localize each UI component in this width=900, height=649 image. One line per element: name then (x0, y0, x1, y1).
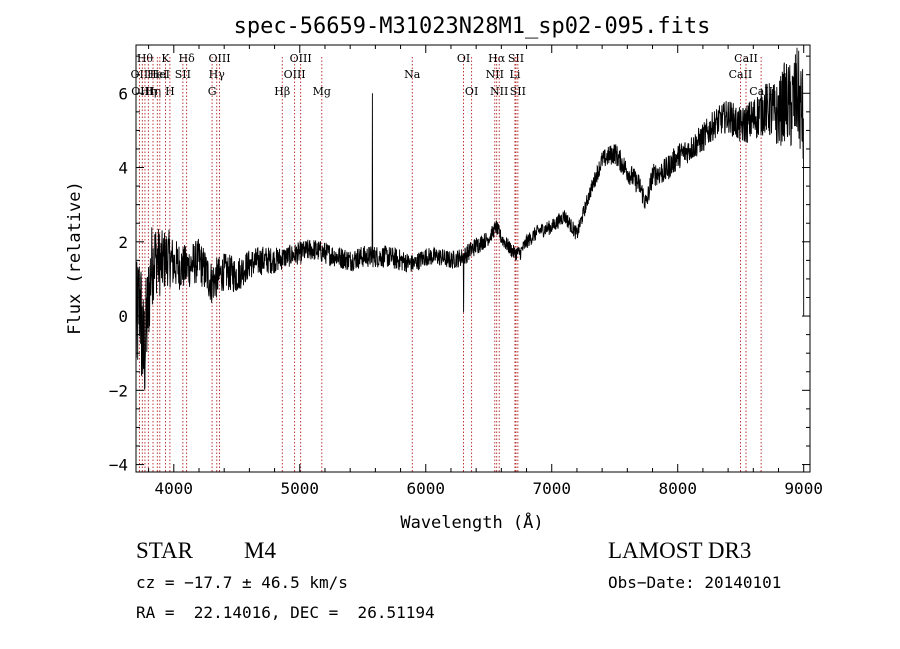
x-axis-label: Wavelength (Å) (400, 511, 543, 533)
object-class: STAR (136, 538, 193, 563)
line-marker-label: Na (404, 68, 421, 81)
line-marker-label: Hη (140, 85, 156, 98)
line-marker-label: Hγ (209, 68, 226, 81)
line-marker-label: SII (510, 85, 526, 98)
line-marker-label: OI (457, 52, 470, 65)
line-marker-label: Hη (145, 85, 161, 98)
plot-frame (135, 44, 811, 473)
x-tick-label: 4000 (155, 479, 194, 498)
line-marker-label: OIII (208, 52, 230, 65)
spectrum-chart: spec-56659-M31023N28M1_sp02-095.fits OII… (65, 14, 823, 533)
y-tick-label: 4 (118, 159, 128, 178)
obs-date: Obs−Date: 20140101 (608, 573, 782, 592)
y-tick-label: −2 (109, 381, 128, 400)
x-tick-label: 5000 (281, 479, 320, 498)
line-marker-label: HeI (147, 68, 167, 81)
line-marker-label: CaII (729, 68, 753, 81)
line-marker-label: NII (486, 68, 504, 81)
line-marker-label: SII (508, 52, 524, 65)
line-marker-label: HeI (150, 68, 170, 81)
line-marker-label: NII (490, 85, 508, 98)
redshift-line: cz = −17.7 ± 46.5 km/s (136, 573, 348, 592)
x-tick-label: 8000 (658, 479, 697, 498)
line-marker-label: OIII (284, 68, 306, 81)
line-marker-label: K (161, 52, 170, 65)
line-marker-label: Hβ (274, 85, 290, 98)
y-tick-label: 2 (118, 233, 128, 252)
object-subclass: M4 (244, 538, 276, 563)
line-marker-label: G (208, 85, 217, 98)
line-marker-label: Mg (313, 85, 331, 98)
y-axis: −4 −2 0 2 4 6 (109, 55, 810, 475)
x-axis: 4000 5000 6000 7000 8000 9000 (148, 45, 823, 498)
line-marker-label: CaII (734, 52, 758, 65)
line-marker-label: Li (510, 68, 521, 81)
x-tick-label: 9000 (784, 479, 823, 498)
line-marker-label: OIII (290, 52, 312, 65)
x-tick-label: 6000 (406, 479, 445, 498)
line-marker-label: OI (465, 85, 478, 98)
y-tick-label: −4 (109, 456, 128, 475)
y-axis-label: Flux (relative) (65, 181, 85, 335)
line-marker-label: Hα (488, 52, 506, 65)
spectrum-layer (135, 47, 805, 390)
survey-name: LAMOST DR3 (608, 538, 752, 563)
line-marker-label: H (165, 85, 175, 98)
line-marker-label: Hδ (179, 52, 196, 65)
coordinates: RA = 22.14016, DEC = 26.51194 (136, 603, 435, 622)
x-tick-label: 7000 (532, 479, 571, 498)
chart-title: spec-56659-M31023N28M1_sp02-095.fits (234, 14, 711, 39)
line-marker-label: Hθ (137, 52, 154, 65)
line-marker-label: OIII (131, 85, 153, 98)
y-tick-label: 6 (118, 84, 128, 103)
y-tick-label: 0 (118, 307, 128, 326)
line-marker-label: SII (175, 68, 191, 81)
spectrum-line (135, 47, 805, 390)
